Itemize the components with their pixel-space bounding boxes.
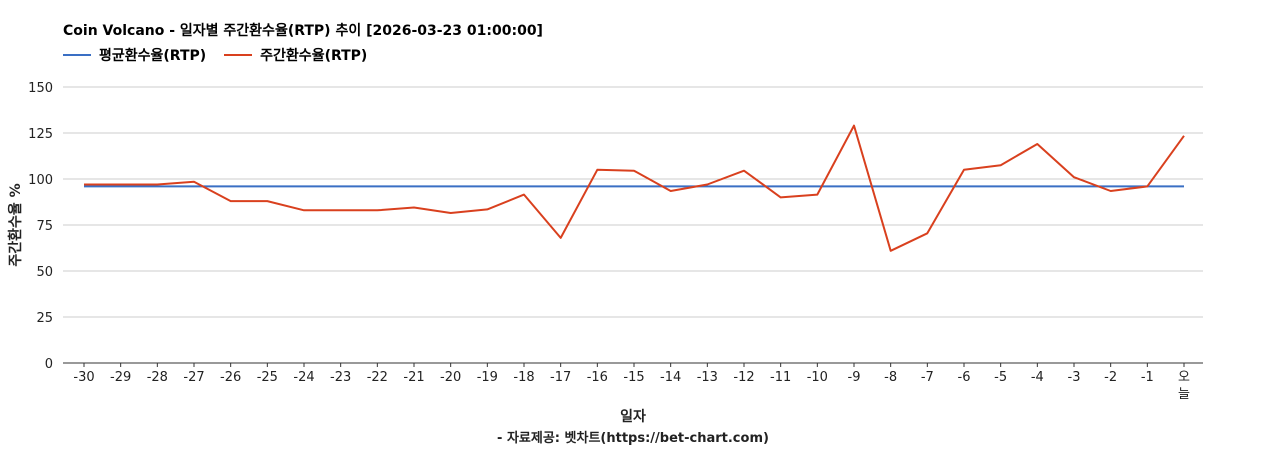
x-tick-label: -1: [1141, 370, 1154, 385]
x-tick-label: -6: [958, 370, 971, 385]
x-tick-label: -17: [550, 370, 571, 385]
y-axis-title: 주간환수율 %: [7, 183, 24, 266]
y-tick-labels: 0 25 50 75 100 125 150: [28, 81, 53, 372]
x-tick-label: -20: [440, 370, 461, 385]
x-tick-label: -24: [293, 370, 314, 385]
y-tick-label: 75: [36, 219, 53, 234]
legend-label-weekly: 주간환수율(RTP): [260, 48, 368, 64]
x-tick-label: -21: [403, 370, 424, 385]
series-lines: [84, 124, 1185, 252]
x-tick-label: -16: [587, 370, 608, 385]
x-tick-label: -3: [1068, 370, 1081, 385]
x-tick-label: -11: [770, 370, 791, 385]
x-tick-label: -5: [994, 370, 1007, 385]
y-tick-label: 50: [36, 265, 53, 280]
x-tick-label: -29: [110, 370, 131, 385]
series-line-weekly[interactable]: [84, 124, 1185, 252]
legend-label-average: 평균환수율(RTP): [99, 48, 207, 64]
y-tick-label: 0: [45, 357, 53, 372]
legend-swatch-weekly: [224, 54, 253, 56]
x-tick-label: -27: [183, 370, 204, 385]
x-tick-label: -8: [884, 370, 897, 385]
x-tick-label: -30: [73, 370, 94, 385]
x-tick-label: -26: [220, 370, 241, 385]
x-tick-label: -13: [697, 370, 718, 385]
y-tick-label: 100: [28, 173, 53, 188]
x-tick-label: -25: [257, 370, 278, 385]
x-axis-title: 일자: [620, 409, 646, 425]
x-tick-label: -12: [733, 370, 754, 385]
legend-item-average[interactable]: 평균환수율(RTP): [63, 45, 206, 65]
legend-swatch-average: [63, 54, 91, 56]
y-tick-label: 125: [28, 127, 53, 142]
x-tick-label: -19: [477, 370, 498, 385]
x-tick-labels: -30 -29 -28 -27 -26 -25 -24 -23 -22 -21 -20 -19 -18 -…: [73, 363, 1190, 402]
y-tick-label: 25: [36, 311, 53, 326]
legend: 평균환수율(RTP) 주간환수율(RTP): [63, 45, 385, 65]
x-tick-label: -23: [330, 370, 351, 385]
x-tick-label: -14: [660, 370, 681, 385]
chart-title: Coin Volcano - 일자별 주간환수율(RTP) 추이 [2026-0…: [63, 23, 543, 39]
legend-item-weekly[interactable]: 주간환수율(RTP): [224, 45, 367, 65]
x-tick-label: -9: [848, 370, 861, 385]
x-tick-label: -7: [921, 370, 934, 385]
x-tick-label: -10: [807, 370, 828, 385]
x-tick-label: -22: [367, 370, 388, 385]
y-tick-label: 150: [28, 81, 53, 96]
x-tick-label: -15: [623, 370, 644, 385]
x-tick-label: -18: [513, 370, 534, 385]
x-tick-label: -28: [147, 370, 168, 385]
x-tick-label: -2: [1104, 370, 1117, 385]
x-tick-label: -4: [1031, 370, 1044, 385]
gridlines: [63, 86, 1203, 364]
source-credit: - 자료제공: 벳차트(https://bet-chart.com): [497, 430, 769, 446]
